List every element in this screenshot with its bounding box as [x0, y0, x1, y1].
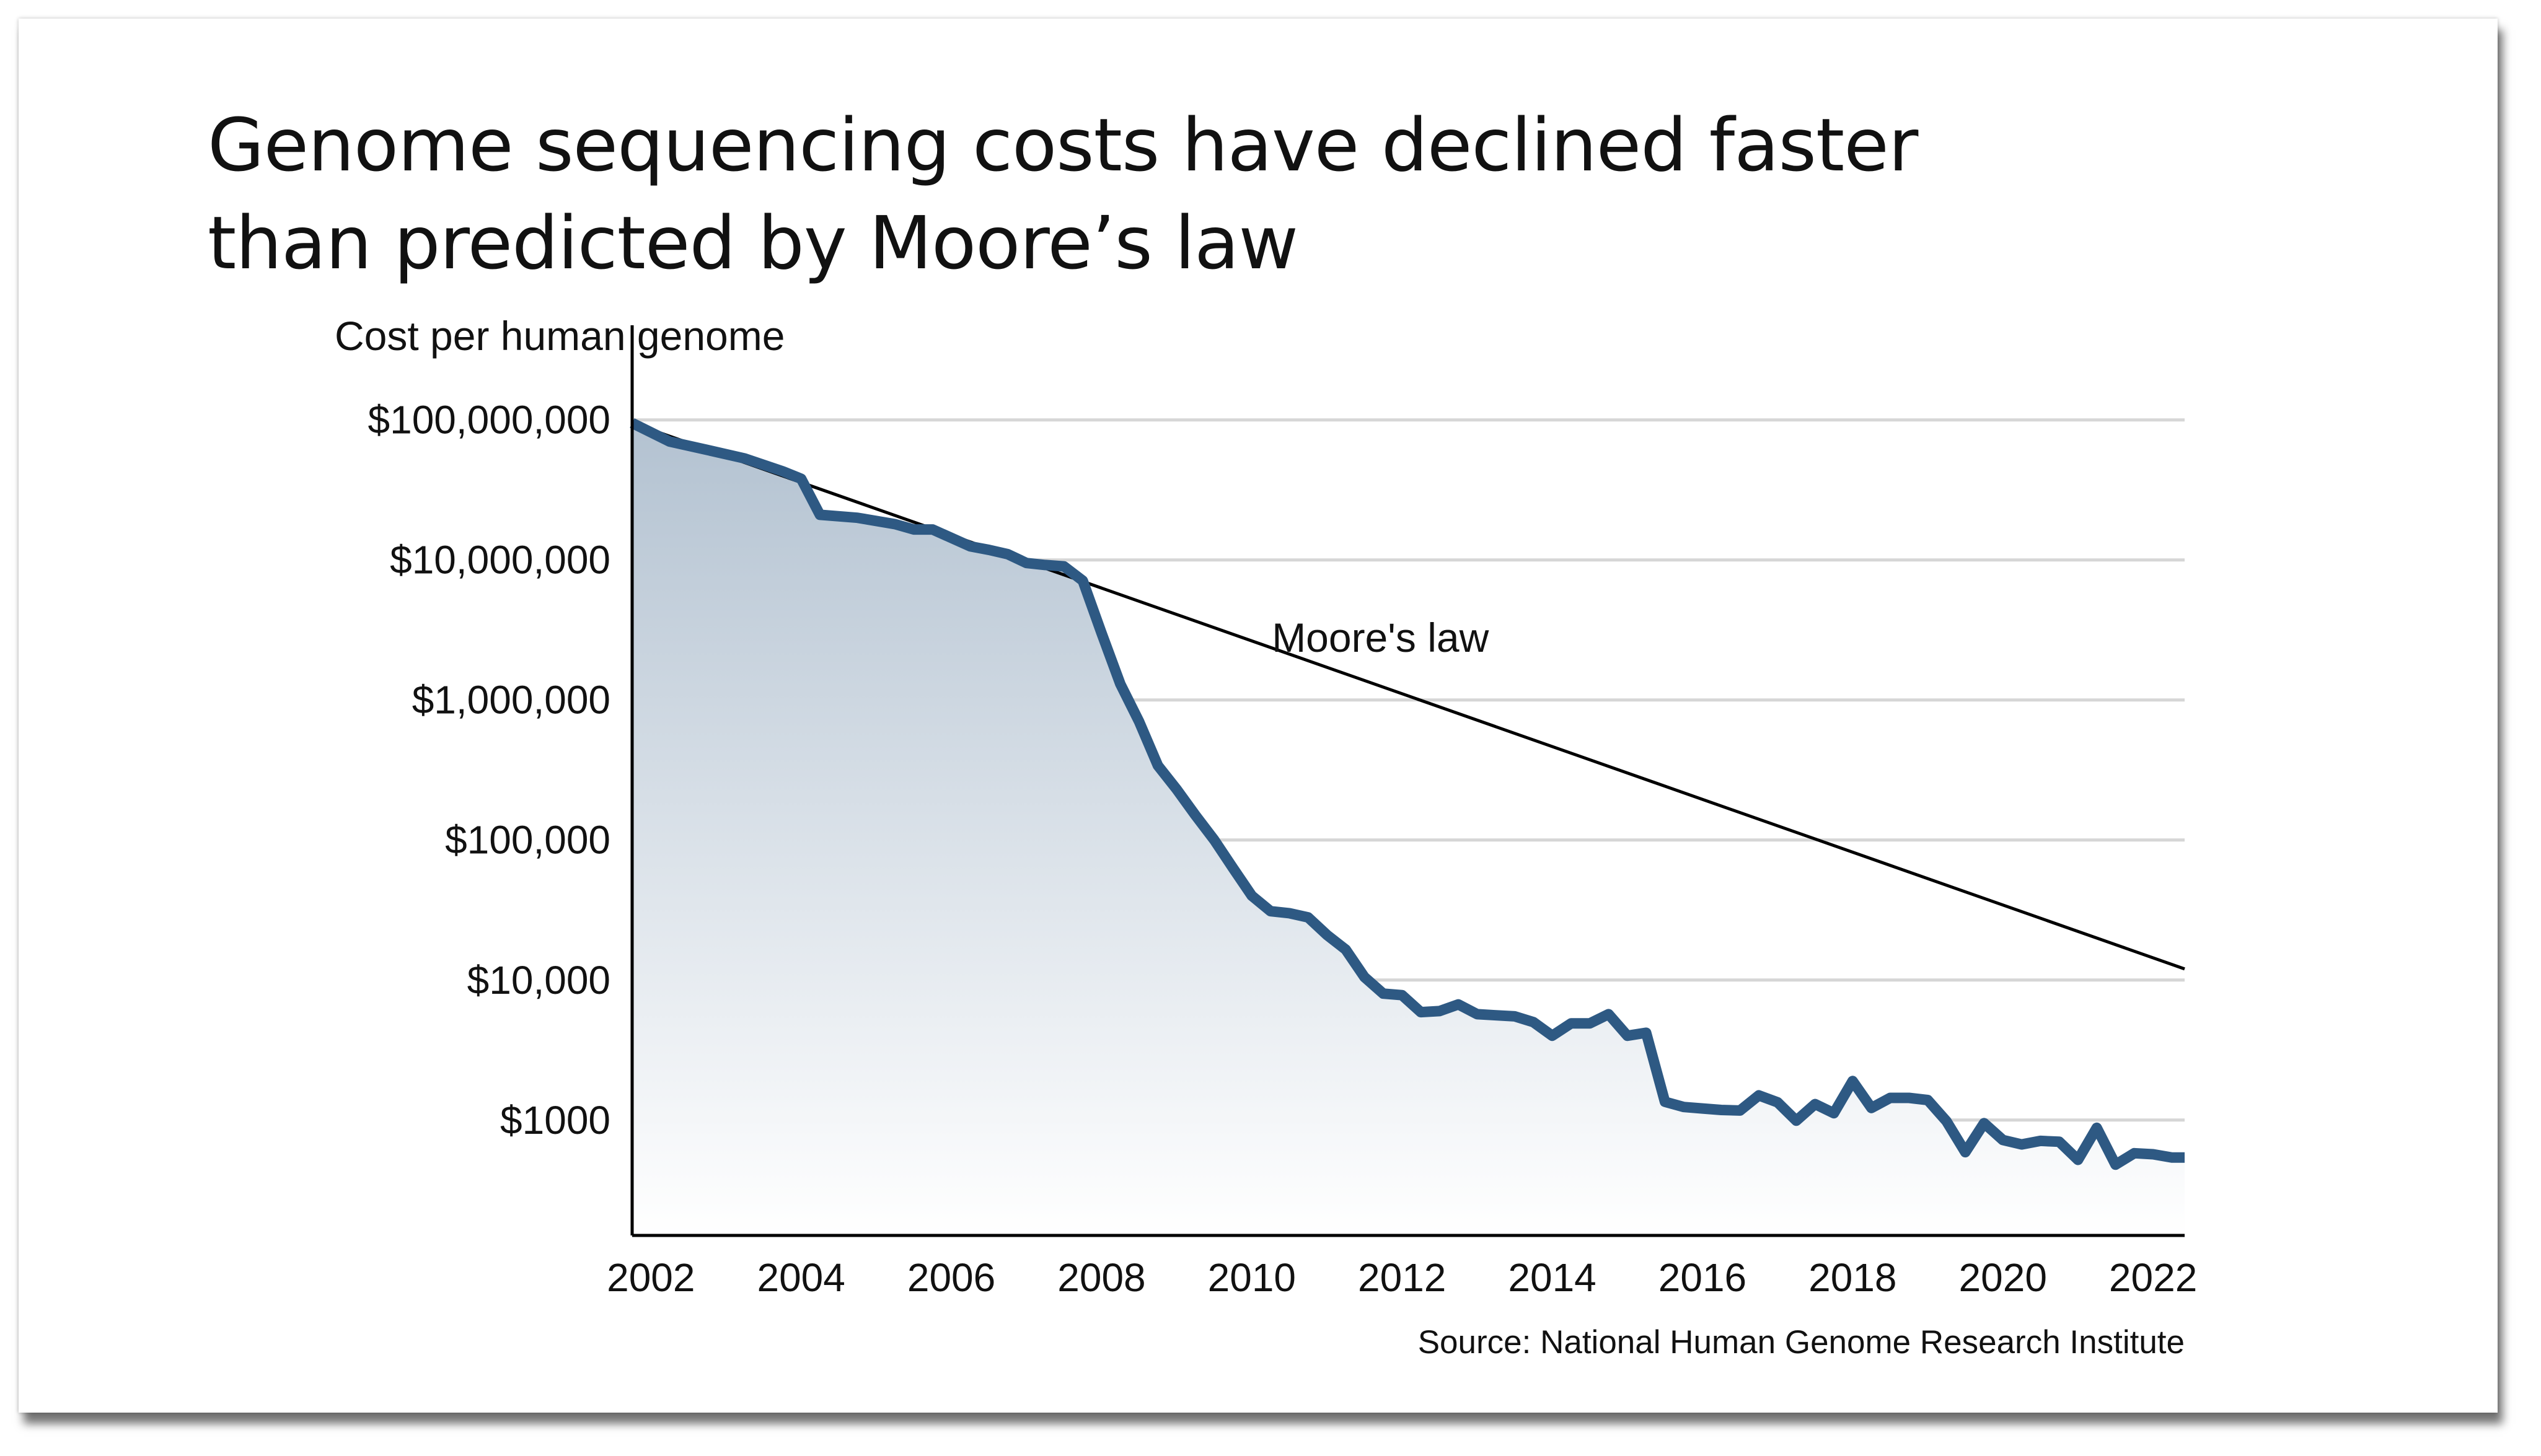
x-tick-label: 2004	[757, 1255, 845, 1300]
line-layer	[630, 418, 2185, 1170]
x-tick-label: 2022	[2109, 1255, 2197, 1300]
label-layer: $100,000,000 $10,000,000 $1,000,000 $100,00…	[335, 313, 2197, 1361]
y-axis-title: Cost per human genome	[335, 313, 785, 359]
axis-layer	[630, 325, 2185, 1237]
x-tick-label: 2010	[1208, 1255, 1296, 1300]
x-tick-label: 2016	[1658, 1255, 1746, 1300]
x-tick-label: 2020	[1959, 1255, 2047, 1300]
y-tick-label: $1,000,000	[412, 678, 610, 722]
y-tick-label: $100,000,000	[368, 398, 611, 442]
x-tick-label: 2002	[607, 1255, 695, 1300]
source-note: Source: National Human Genome Research I…	[1418, 1324, 2185, 1361]
x-tick-label: 2006	[907, 1255, 995, 1300]
x-tick-label: 2008	[1057, 1255, 1145, 1300]
chart-title: Genome sequencing costs have declined fa…	[208, 102, 1918, 286]
cost-line	[630, 418, 2185, 1170]
y-tick-label: $100,000	[445, 818, 610, 862]
y-tick-label: $10,000,000	[390, 538, 610, 582]
y-tick-label: $1000	[500, 1098, 610, 1142]
cost-area	[632, 423, 2185, 1236]
area-layer	[632, 423, 2185, 1236]
y-tick-label: $10,000	[467, 958, 610, 1002]
moores-law-annotation: Moore's law	[1272, 615, 1489, 660]
x-tick-label: 2012	[1358, 1255, 1446, 1300]
moores-law-line	[632, 421, 2185, 971]
x-tick-label: 2014	[1508, 1255, 1596, 1300]
x-tick-label: 2018	[1808, 1255, 1896, 1300]
